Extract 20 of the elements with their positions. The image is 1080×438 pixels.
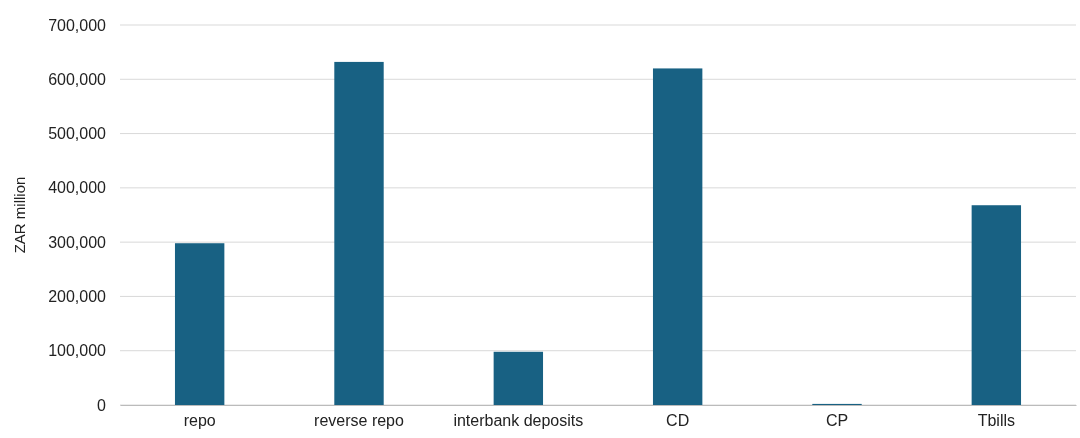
y-tick-label: 300,000 [48,233,107,251]
y-tick-label: 400,000 [48,179,107,197]
x-tick-label: interbank deposits [453,412,584,430]
x-tick-label: CP [825,412,849,430]
bar [174,243,225,405]
y-axis-title: ZAR million [11,176,28,254]
y-tick-label: 200,000 [48,288,107,306]
x-tick-label: CD [666,412,690,430]
x-tick-label: Tbills [977,412,1016,430]
y-tick-label: 0 [97,396,107,414]
x-tick-label: reverse repo [314,412,405,430]
bar [652,68,703,405]
y-tick-label: 500,000 [48,125,107,143]
bar [971,205,1022,405]
y-tick-label: 700,000 [48,16,107,34]
y-tick-label: 100,000 [48,342,107,360]
bar [334,61,384,405]
y-tick-label: 600,000 [48,70,107,88]
bar [493,351,544,405]
x-tick-label: repo [183,412,216,430]
